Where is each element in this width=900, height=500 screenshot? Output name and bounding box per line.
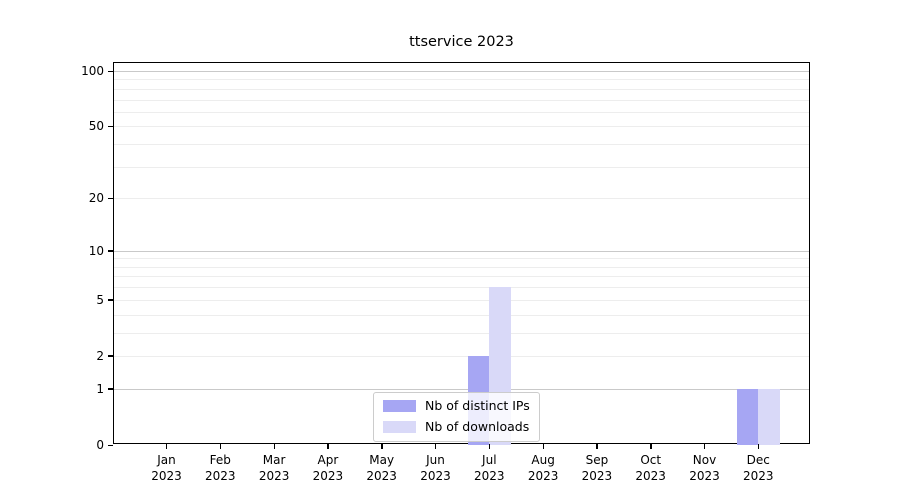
gridlines-layer <box>114 63 809 443</box>
x-tick-jan <box>166 444 168 449</box>
y-tick-label-0: 0 <box>96 438 104 452</box>
chart-title: ttservice 2023 <box>409 34 514 50</box>
legend-label-downloads: Nb of downloads <box>425 419 530 434</box>
y-tick-2 <box>108 355 113 357</box>
x-tick-label-aug-2023: Aug 2023 <box>527 453 559 483</box>
x-tick-label-oct-2023: Oct 2023 <box>635 453 666 483</box>
gridline-major-10 <box>114 250 809 252</box>
gridline-major-1 <box>114 388 809 390</box>
legend-label-distinct-ips: Nb of distinct IPs <box>425 398 530 413</box>
x-tick-sep <box>596 444 598 449</box>
y-tick-1 <box>108 388 113 390</box>
x-tick-dec <box>757 444 760 449</box>
y-tick-label-1: 1 <box>96 381 104 396</box>
x-tick-label-feb-2023: Feb 2023 <box>205 453 236 483</box>
gridline-minor-90 <box>114 79 809 81</box>
x-tick-apr <box>327 444 329 449</box>
gridline-minor-4 <box>114 314 809 316</box>
y-tick-20 <box>108 197 113 200</box>
legend: Nb of distinct IPs Nb of downloads <box>373 392 540 442</box>
gridline-major-100 <box>114 71 809 72</box>
x-tick-label-nov-2023: Nov 2023 <box>689 453 720 483</box>
y-tick-label-100: 100 <box>81 64 104 78</box>
x-tick-label-jul-2023: Jul 2023 <box>474 453 505 483</box>
bar-downloads-dec <box>758 388 780 445</box>
gridline-minor-70 <box>114 99 809 101</box>
x-tick-label-mar-2023: Mar 2023 <box>258 453 290 483</box>
gridline-minor-7 <box>114 276 809 278</box>
legend-swatch-downloads <box>383 421 416 433</box>
x-axis: Jan 2023 Feb 2023 Mar 2023 Apr 2023 May 2023… <box>114 63 809 483</box>
gridline-minor-6 <box>114 287 809 289</box>
gridline-minor-8 <box>114 266 809 268</box>
y-tick-label-5: 5 <box>96 292 104 307</box>
x-tick-label-sep-2023: Sep 2023 <box>581 453 613 483</box>
y-tick-100 <box>108 70 113 72</box>
legend-swatch-distinct-ips <box>383 400 416 412</box>
gridline-minor-3 <box>114 332 809 334</box>
gridline-minor-9 <box>114 258 809 260</box>
y-tick-10 <box>108 250 113 252</box>
x-tick-label-apr-2023: Apr 2023 <box>312 453 344 483</box>
legend-entry-distinct-ips: Nb of distinct IPs <box>383 399 530 413</box>
y-tick-0 <box>108 444 113 446</box>
gridline-minor-2 <box>114 355 809 357</box>
bar-distinct-ips-dec <box>736 388 759 445</box>
gridline-minor-40 <box>114 144 809 146</box>
gridline-minor-80 <box>114 88 809 90</box>
x-tick-oct <box>650 444 652 449</box>
x-tick-jul <box>488 444 491 449</box>
x-tick-may <box>381 444 383 449</box>
x-tick-label-may-2023: May 2023 <box>366 453 397 483</box>
x-tick-label-jun-2023: Jun 2023 <box>420 453 451 483</box>
x-tick-label-dec-2023: Dec 2023 <box>743 453 774 483</box>
gridline-minor-5 <box>114 299 809 301</box>
x-tick-mar <box>273 444 275 449</box>
y-axis: 0 1 2 5 10 20 50 100 <box>81 63 809 452</box>
y-tick-label-50: 50 <box>88 119 104 134</box>
plot-area: 0 1 2 5 10 20 50 100 Jan 2023 Feb 2023 Mar 2023 Ap… <box>81 62 810 483</box>
x-tick-jun <box>435 444 437 449</box>
y-tick-5 <box>108 299 113 301</box>
x-tick-feb <box>219 444 222 449</box>
gridline-minor-20 <box>114 198 809 200</box>
y-tick-label-20: 20 <box>88 191 104 206</box>
x-tick-aug <box>542 444 544 449</box>
legend-entry-downloads: Nb of downloads <box>383 420 530 434</box>
gridline-minor-30 <box>114 166 809 168</box>
x-tick-nov <box>704 444 706 449</box>
y-tick-label-2: 2 <box>96 348 104 363</box>
gridline-minor-50 <box>114 126 809 128</box>
y-tick-label-10: 10 <box>88 243 104 258</box>
gridline-minor-60 <box>114 111 809 113</box>
x-tick-label-jan-2023: Jan 2023 <box>151 453 182 483</box>
y-tick-50 <box>108 125 113 128</box>
